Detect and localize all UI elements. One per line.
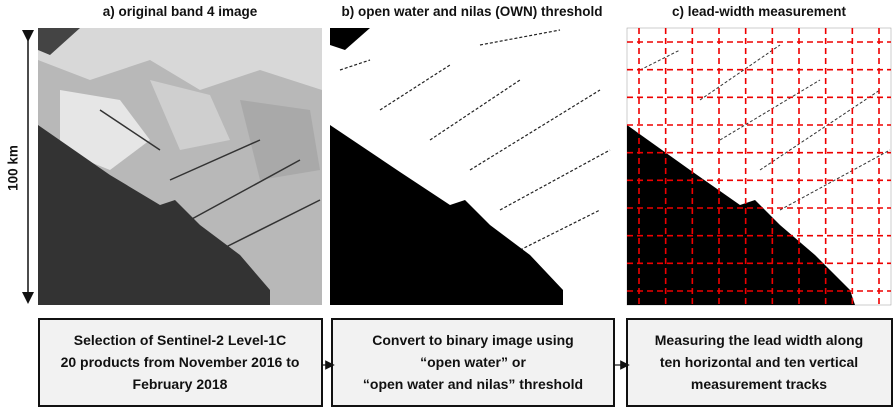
panel-title: a) original band 4 image: [103, 4, 258, 19]
measurement-image: [626, 27, 892, 306]
box-text: Selection of Sentinel-2 Level-1C: [74, 332, 286, 348]
binary-image: [330, 28, 614, 305]
box-text: ten horizontal and ten vertical: [660, 354, 858, 370]
box-text: “open water and nilas” threshold: [363, 376, 583, 392]
box-text: Measuring the lead width along: [655, 332, 863, 348]
box-text: February 2018: [133, 376, 228, 392]
scale-label: 100 km: [6, 145, 21, 191]
box-text: 20 products from November 2016 to: [61, 354, 300, 370]
step-box: [331, 318, 615, 407]
box-text: “open water” or: [420, 354, 526, 370]
satellite-image: [38, 28, 322, 305]
box-text: Convert to binary image using: [372, 332, 573, 348]
panel-title: c) lead-width measurement: [672, 4, 847, 19]
box-text: measurement tracks: [691, 376, 827, 392]
panel-title: b) open water and nilas (OWN) threshold: [341, 4, 602, 19]
step-box: [38, 318, 323, 407]
